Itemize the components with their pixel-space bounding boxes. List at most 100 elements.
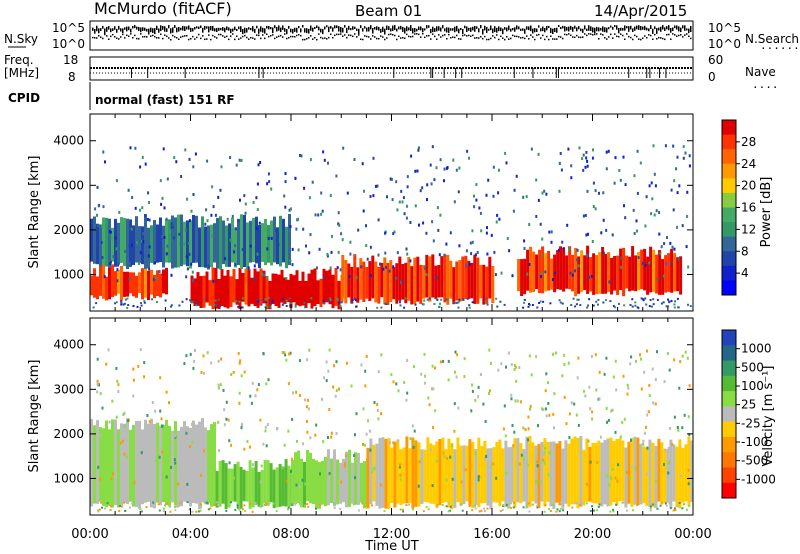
power-cell-scatter (212, 279, 215, 283)
power-cell (452, 267, 456, 305)
velocity-cell-scatter (241, 422, 244, 426)
power-cell-scatter (207, 264, 210, 268)
velocity-cell-ground (683, 503, 686, 506)
power-cell (392, 267, 396, 300)
velocity-cell-scatter (626, 392, 629, 396)
velocity-cell-scatter (529, 404, 532, 408)
nsky-trace-mark (436, 26, 438, 32)
power-cell-scatter (277, 243, 280, 247)
nsky-trace-mark (668, 25, 670, 31)
nsky-trace-mark (558, 25, 560, 28)
nsearch-trace-mark (574, 36, 576, 39)
velocity-cell (245, 471, 249, 502)
power-cell-ground (612, 305, 615, 308)
power-cell-scatter (425, 231, 428, 235)
nsky-trace-mark (326, 25, 328, 28)
power-cell-scatter (637, 256, 640, 260)
power-cell-scatter (681, 224, 684, 228)
power-cell-scatter (270, 187, 273, 191)
velocity-cell-scatter (360, 363, 363, 367)
nsky-trace-mark (152, 28, 154, 33)
velocity-cell-scatter (143, 361, 146, 365)
power-cell (374, 261, 378, 303)
velocity-cell-scatter (545, 372, 548, 376)
velocity-cell-ground (562, 509, 565, 512)
velocity-cell (678, 439, 682, 509)
nsky-trace-mark (328, 26, 330, 33)
nsearch-trace-mark (382, 36, 384, 38)
velocity-cell (207, 430, 210, 503)
power-cell-ground (329, 297, 332, 300)
power-cell-scatter (541, 237, 544, 241)
power-cell (559, 246, 563, 290)
velocity-cell-scatter (399, 463, 402, 467)
power-cell-scatter (670, 261, 673, 265)
power-cell-scatter (486, 252, 489, 256)
power-cell-scatter (365, 244, 368, 248)
velocity-cell-scatter (666, 352, 669, 355)
power-cell-scatter (96, 185, 99, 189)
nsearch-trace-mark (506, 35, 508, 38)
cpid-mode: normal (fast) 151 RF (95, 93, 235, 107)
power-cell-scatter (498, 217, 501, 221)
power-cell-ground (235, 300, 237, 303)
power-cell-ground (471, 301, 474, 304)
velocity-cell (411, 437, 415, 509)
velocity-cell (423, 449, 427, 502)
velocity-cell-ground (128, 506, 131, 509)
nsky-trace-mark (318, 26, 320, 31)
velocity-cell-ground (625, 509, 628, 512)
velocity-cell-scatter (203, 371, 206, 375)
colorbar-swatch (722, 178, 736, 194)
velocity-cell-scatter (240, 374, 243, 378)
velocity-cell-scatter (654, 378, 657, 381)
nsearch-trace-mark (104, 33, 106, 36)
power-cell (210, 224, 213, 268)
nsearch-trace-mark (610, 33, 612, 36)
velocity-cell-scatter (463, 375, 466, 378)
velocity-cell-scatter (686, 356, 689, 360)
power-cell-ground (652, 303, 655, 306)
velocity-cell-scatter (161, 450, 164, 454)
velocity-cell-scatter (397, 389, 400, 393)
colorbar-swatch (722, 163, 736, 179)
power-cell-scatter (326, 252, 329, 256)
velocity-cell-scatter (139, 348, 142, 352)
velocity-cell-ground (152, 501, 155, 504)
nsearch-trace-mark (206, 38, 208, 40)
nsky-trace-mark (642, 26, 644, 30)
velocity-cell-scatter (409, 437, 412, 441)
power-cell-scatter (688, 164, 691, 168)
power-cell (580, 250, 584, 293)
nsearch-trace-mark (262, 34, 264, 36)
power-cell-scatter (323, 158, 326, 162)
power-cell-scatter (577, 264, 580, 268)
nsky-trace-mark (144, 27, 146, 31)
velocity-cell-scatter (371, 470, 374, 474)
velocity-cell (153, 423, 156, 509)
nsky-trace-mark (644, 25, 646, 31)
nsky-trace-mark (492, 28, 494, 34)
power-cell-ground (485, 297, 488, 300)
nsky-trace-mark (520, 28, 522, 31)
velocity-cell-ground (169, 505, 171, 508)
velocity-cell-ground (615, 503, 618, 506)
velocity-cell-ground (358, 509, 360, 512)
power-cell-scatter (275, 228, 278, 232)
nsky-trace-mark (270, 26, 272, 30)
power-cell (437, 265, 441, 298)
velocity-cell-scatter (541, 407, 543, 411)
power-cell (407, 257, 411, 301)
velocity-cell-ground (681, 507, 684, 510)
power-cell-ground (340, 301, 343, 304)
velocity-cell-ground (254, 501, 257, 504)
power-cell-scatter (231, 214, 234, 218)
power-cell-scatter (592, 148, 594, 152)
nsearch-trace-mark (146, 36, 148, 38)
power-cell-ground (136, 305, 139, 308)
nsky-trace-mark (442, 25, 444, 29)
nsearch-trace-mark (324, 37, 326, 39)
velocity-cell-scatter (427, 396, 430, 400)
freq-unit-label: [MHz] (4, 66, 39, 80)
nsky-trace-mark (168, 25, 170, 29)
